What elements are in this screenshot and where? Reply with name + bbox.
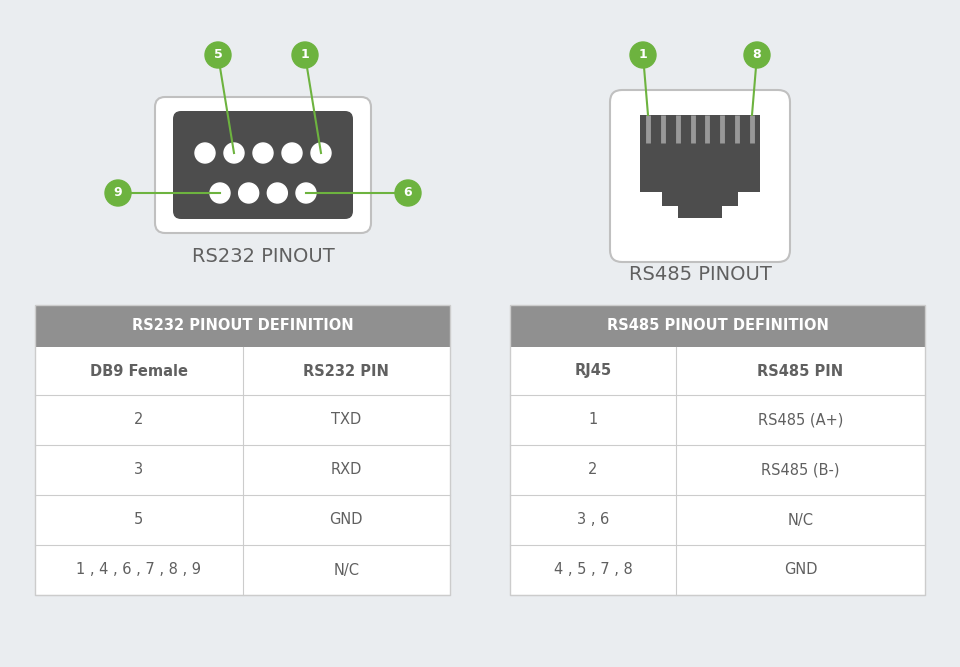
Text: 1: 1 <box>300 49 309 61</box>
Text: N/C: N/C <box>787 512 813 528</box>
Text: RS232 PINOUT DEFINITION: RS232 PINOUT DEFINITION <box>132 319 353 334</box>
Bar <box>510 495 925 545</box>
Text: RS232 PIN: RS232 PIN <box>303 364 389 378</box>
Text: RS485 (A+): RS485 (A+) <box>757 412 843 428</box>
Bar <box>662 192 738 206</box>
Text: RS485 PIN: RS485 PIN <box>757 364 844 378</box>
Bar <box>35 495 450 545</box>
Text: RS232 PINOUT: RS232 PINOUT <box>192 247 334 266</box>
Bar <box>510 445 925 495</box>
Text: 2: 2 <box>588 462 598 478</box>
Circle shape <box>744 42 770 68</box>
Text: 3 , 6: 3 , 6 <box>577 512 610 528</box>
Bar <box>35 305 450 595</box>
Text: 2: 2 <box>134 412 143 428</box>
Text: 1: 1 <box>638 49 647 61</box>
Bar <box>510 305 925 347</box>
Text: RXD: RXD <box>330 462 362 478</box>
Text: N/C: N/C <box>333 562 359 578</box>
Circle shape <box>253 143 273 163</box>
Text: RS485 (B-): RS485 (B-) <box>761 462 840 478</box>
Circle shape <box>292 42 318 68</box>
FancyBboxPatch shape <box>610 90 790 262</box>
Bar <box>510 347 925 395</box>
Bar <box>640 170 760 192</box>
Text: RJ45: RJ45 <box>574 364 612 378</box>
Text: 9: 9 <box>113 187 122 199</box>
Text: 4 , 5 , 7 , 8: 4 , 5 , 7 , 8 <box>554 562 633 578</box>
Circle shape <box>311 143 331 163</box>
Circle shape <box>105 180 131 206</box>
Text: 5: 5 <box>214 49 223 61</box>
Bar <box>35 445 450 495</box>
FancyBboxPatch shape <box>173 111 353 219</box>
Text: GND: GND <box>783 562 817 578</box>
Bar <box>678 206 722 218</box>
Bar <box>640 115 760 170</box>
Text: 1 , 4 , 6 , 7 , 8 , 9: 1 , 4 , 6 , 7 , 8 , 9 <box>76 562 202 578</box>
Circle shape <box>239 183 258 203</box>
Bar <box>35 347 450 395</box>
Text: 5: 5 <box>134 512 143 528</box>
Text: GND: GND <box>329 512 363 528</box>
Bar <box>510 395 925 445</box>
Circle shape <box>195 143 215 163</box>
FancyBboxPatch shape <box>155 97 371 233</box>
Text: RS485 PINOUT: RS485 PINOUT <box>629 265 772 284</box>
Text: TXD: TXD <box>331 412 361 428</box>
Text: 3: 3 <box>134 462 143 478</box>
Bar <box>510 305 925 595</box>
Bar <box>510 545 925 595</box>
Bar <box>35 545 450 595</box>
Circle shape <box>395 180 421 206</box>
Text: 6: 6 <box>404 187 412 199</box>
Text: RS485 PINOUT DEFINITION: RS485 PINOUT DEFINITION <box>607 319 828 334</box>
Text: DB9 Female: DB9 Female <box>89 364 188 378</box>
Text: 1: 1 <box>588 412 598 428</box>
Circle shape <box>210 183 230 203</box>
Circle shape <box>205 42 231 68</box>
Circle shape <box>267 183 287 203</box>
Circle shape <box>282 143 302 163</box>
Circle shape <box>224 143 244 163</box>
Bar <box>35 305 450 347</box>
Text: 8: 8 <box>753 49 761 61</box>
Circle shape <box>630 42 656 68</box>
Bar <box>35 395 450 445</box>
Circle shape <box>296 183 316 203</box>
